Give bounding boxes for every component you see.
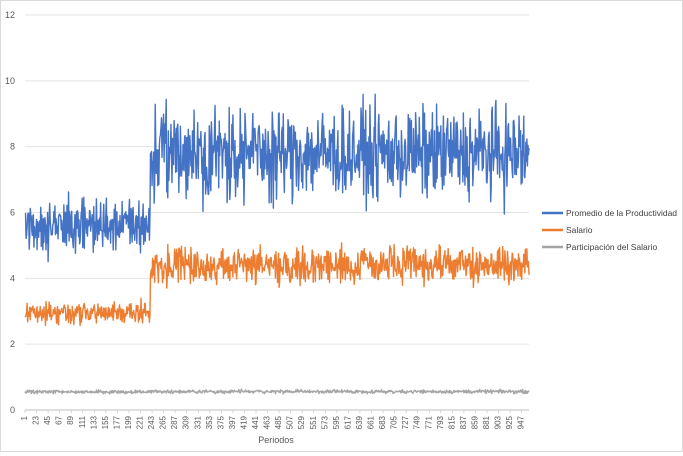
legend-entry: Participación del Salario [566,242,657,252]
x-tick-label: 529 [297,415,306,429]
x-tick-label: 1 [20,415,29,420]
x-tick-label: 177 [112,415,121,429]
x-tick-label: 815 [447,415,456,429]
x-tick-label: 89 [66,415,75,424]
legend: Promedio de la Productividad Salario Parti… [542,208,677,252]
y-tick-label: 12 [5,10,15,20]
x-tick-label: 133 [89,415,98,429]
series-line-0 [24,93,530,263]
legend-entry: Promedio de la Productividad [566,208,677,218]
y-tick-label: 2 [10,339,15,349]
x-tick-label: 45 [43,415,52,424]
series-line-1 [24,242,530,327]
x-tick-label: 23 [32,415,41,424]
x-tick-label: 727 [401,415,410,429]
x-tick-label: 419 [239,415,248,429]
x-tick-label: 507 [286,415,295,429]
series-lines [24,93,530,395]
y-tick-label: 8 [10,142,15,152]
x-tick-label: 793 [436,415,445,429]
x-tick-label: 441 [251,415,260,429]
x-axis-title: Periodos [258,435,294,445]
x-tick-label: 573 [320,415,329,429]
x-tick-label: 265 [159,415,168,429]
x-axis: 1 23 45 67 89 111 133 155 177 199 221 243 265 287 309 3… [20,409,529,429]
y-tick-label: 6 [10,208,15,218]
x-tick-label: 661 [367,415,376,429]
y-tick-label: 0 [10,405,15,415]
x-tick-label: 375 [216,415,225,429]
x-tick-label: 485 [274,415,283,429]
series-line-2 [24,388,530,395]
x-tick-label: 925 [505,415,514,429]
x-tick-label: 221 [136,415,145,429]
x-tick-label: 903 [494,415,503,429]
x-tick-label: 947 [517,415,526,429]
gridlines [25,14,529,345]
x-tick-label: 551 [309,415,318,429]
legend-entry: Salario [566,225,593,235]
x-tick-label: 243 [147,415,156,429]
y-axis: 0 2 4 6 8 10 12 [5,10,15,415]
x-tick-label: 683 [378,415,387,429]
y-tick-label: 10 [5,76,15,86]
y-tick-label: 4 [10,273,15,283]
x-tick-label: 309 [182,415,191,429]
x-tick-label: 837 [459,415,468,429]
x-tick-label: 705 [390,415,399,429]
x-tick-label: 859 [470,415,479,429]
x-tick-label: 463 [263,415,272,429]
x-tick-label: 771 [424,415,433,429]
x-tick-label: 353 [205,415,214,429]
x-tick-label: 331 [193,415,202,429]
x-tick-label: 639 [355,415,364,429]
x-tick-label: 595 [332,415,341,429]
x-tick-label: 199 [124,415,133,429]
x-tick-label: 155 [101,415,110,429]
x-tick-label: 67 [55,415,64,424]
x-tick-label: 111 [78,415,87,428]
x-tick-label: 749 [413,415,422,429]
x-tick-label: 287 [170,415,179,429]
x-tick-label: 881 [482,415,491,429]
x-tick-label: 397 [228,415,237,429]
x-tick-label: 617 [343,415,352,429]
